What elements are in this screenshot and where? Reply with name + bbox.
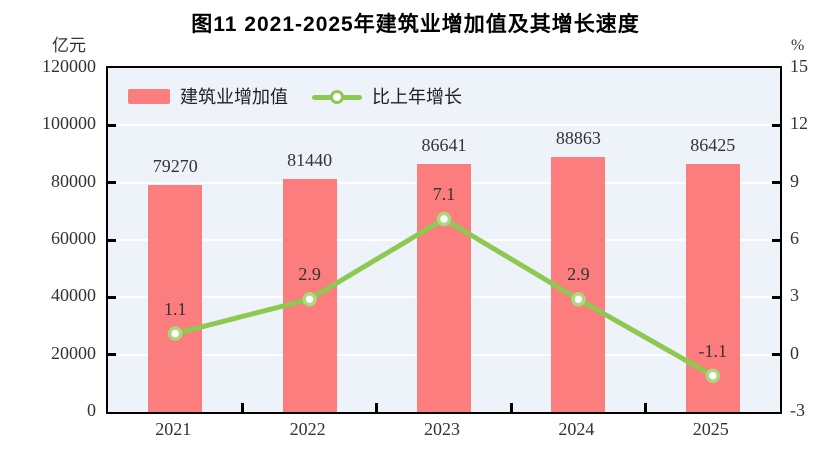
left-axis-tick — [108, 353, 116, 357]
left-axis-tick — [108, 181, 116, 185]
left-axis-unit-label: 亿元 — [52, 36, 86, 55]
right-axis-tick — [772, 123, 780, 127]
right-axis-tick — [772, 295, 780, 299]
x-axis-tick-labels: 2021 2022 2023 2024 2025 — [106, 419, 778, 445]
right-axis-unit-label: % — [791, 37, 805, 54]
left-axis-tick-label: 0 — [87, 400, 96, 420]
legend: 建筑业增加值 比上年增长 — [128, 83, 462, 109]
x-axis-category-label: 2023 — [424, 419, 460, 439]
growth-rate-value-label: 2.9 — [298, 264, 321, 285]
right-axis-tick-label: 9 — [790, 170, 799, 191]
line-marker-icon — [571, 291, 586, 307]
growth-rate-polyline — [172, 216, 716, 379]
left-axis-tick-label: 20000 — [51, 342, 96, 363]
growth-rate-line — [167, 211, 721, 383]
growth-rate-value-label: -1.1 — [698, 340, 728, 361]
line-marker-icon — [302, 291, 317, 307]
right-axis-tick — [772, 353, 780, 357]
x-axis-tick — [509, 403, 513, 412]
x-axis-category-label: 2024 — [558, 419, 595, 439]
right-axis-tick-label: -3 — [790, 400, 805, 420]
legend-item-bar-series: 建筑业增加值 — [128, 83, 288, 109]
right-axis-tick — [772, 238, 780, 242]
bar-series-swatch — [128, 88, 170, 104]
right-axis-tick-label: 15 — [790, 56, 808, 76]
bar-value-label: 86641 — [421, 134, 467, 155]
left-axis-tick-label: 100000 — [42, 113, 96, 134]
legend-item-line-series: 比上年增长 — [312, 83, 462, 109]
right-axis-tick-labels: 15 12 9 6 3 0 -3 — [790, 56, 831, 420]
bar-value-label: 79270 — [152, 155, 198, 176]
x-axis-tick — [375, 403, 379, 412]
left-axis-tick-label: 80000 — [51, 170, 96, 191]
x-axis-tick — [240, 403, 244, 412]
bar-2021-2025-value-added — [148, 184, 203, 412]
left-axis-tick-label: 40000 — [51, 285, 96, 306]
bar-value-label: 81440 — [287, 149, 333, 170]
left-axis-tick — [108, 295, 116, 299]
x-axis-category-label: 2025 — [692, 419, 729, 439]
growth-rate-value-label: 2.9 — [567, 264, 590, 285]
line-swatch-marker-icon — [330, 89, 344, 104]
right-axis-tick-label: 12 — [790, 113, 808, 134]
left-axis-tick — [108, 123, 116, 127]
right-axis-tick-label: 0 — [790, 342, 799, 363]
growth-rate-value-label: 1.1 — [163, 298, 187, 319]
plot-area: 建筑业增加值 比上年增长 79270 81440 86641 88863 86425 1.… — [106, 66, 782, 414]
x-axis-category-label: 2022 — [289, 419, 326, 439]
right-axis-tick-label: 6 — [790, 228, 799, 248]
line-series-swatch — [312, 89, 362, 104]
horizontal-gridline — [108, 124, 780, 127]
line-marker-icon — [167, 326, 183, 341]
line-marker-icon — [436, 211, 452, 227]
chart-title: 图11 2021-2025年建筑业增加值及其增长速度 — [191, 13, 640, 36]
bar-2021-2025-value-added — [417, 163, 471, 412]
x-axis-tick — [644, 403, 648, 412]
growth-rate-value-label: 7.1 — [432, 183, 456, 204]
bar-value-label: 88863 — [555, 128, 601, 149]
bar-value-label: 86425 — [690, 135, 736, 156]
right-axis-tick-label: 3 — [790, 285, 799, 306]
bar-2021-2025-value-added — [551, 157, 606, 412]
left-axis-tick-labels: 120000 100000 80000 60000 40000 20000 0 — [0, 56, 96, 420]
legend-label-line-series: 比上年增长 — [372, 87, 462, 107]
left-axis-tick-label: 120000 — [42, 56, 96, 76]
line-marker-icon — [705, 368, 721, 383]
right-axis-tick — [772, 181, 780, 185]
legend-label-bar-series: 建筑业增加值 — [180, 87, 288, 107]
left-axis-tick-label: 60000 — [51, 228, 96, 248]
x-axis-category-label: 2021 — [155, 419, 192, 439]
left-axis-tick — [108, 238, 116, 242]
